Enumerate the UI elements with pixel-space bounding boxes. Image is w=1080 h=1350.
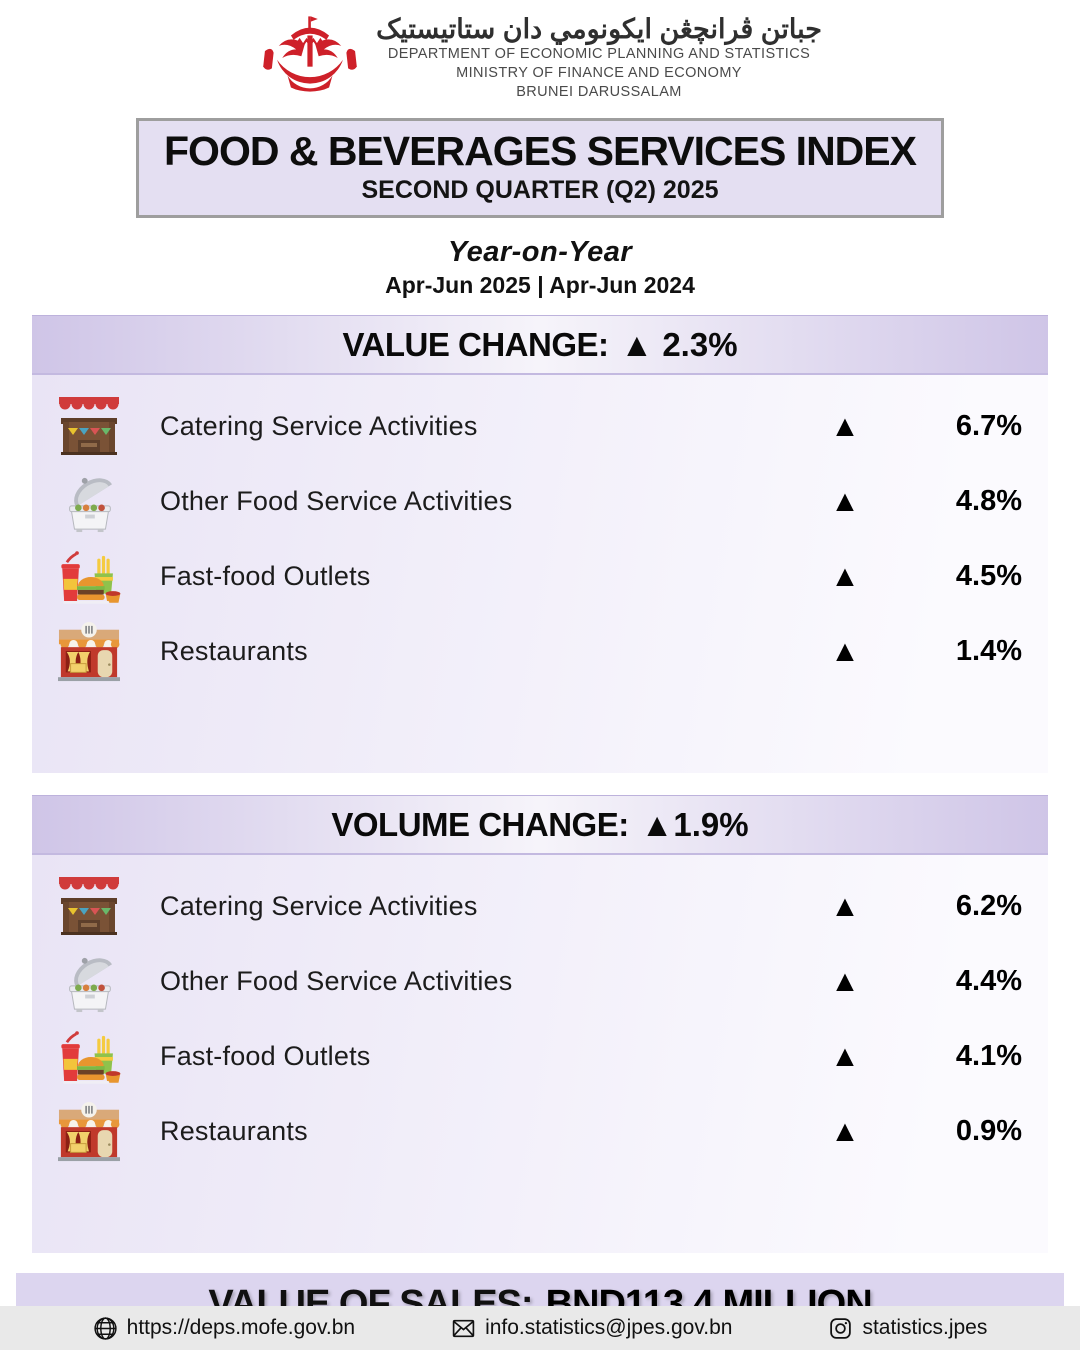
table-row: Catering Service Activities ▲ 6.2% <box>52 869 1022 944</box>
page-title: FOOD & BEVERAGES SERVICES INDEX <box>164 128 917 174</box>
category-label: Catering Service Activities <box>160 411 478 442</box>
fastfood-meal-icon <box>52 545 126 609</box>
table-row: Catering Service Activities ▲ 6.7% <box>52 389 1022 464</box>
value-change-header: VALUE CHANGE: ▲ 2.3% <box>32 315 1048 376</box>
category-label: Other Food Service Activities <box>160 486 513 517</box>
government-header: جباتن ڤرانچڠن ايكونومي دان ستاتيستيک DEP… <box>0 0 1080 104</box>
percent-value: 0.9% <box>955 1115 1022 1148</box>
percent-value: 4.5% <box>955 560 1022 593</box>
contact-footer: https://deps.mofe.gov.bn info.statistics… <box>0 1306 1080 1350</box>
category-label: Fast-food Outlets <box>160 561 371 592</box>
chafing-dish-icon <box>52 470 126 534</box>
catering-stall-icon <box>52 395 126 459</box>
chafing-dish-icon <box>52 950 126 1014</box>
percent-value: 6.2% <box>955 890 1022 923</box>
percent-value: 4.1% <box>955 1040 1022 1073</box>
percent-value: 4.4% <box>955 965 1022 998</box>
globe-icon <box>94 1316 117 1340</box>
category-label: Other Food Service Activities <box>160 966 513 997</box>
up-triangle-icon: ▲ <box>830 559 860 593</box>
table-row: Fast-food Outlets ▲ 4.1% <box>52 1019 1022 1094</box>
up-triangle-icon: ▲ <box>830 889 860 923</box>
value-change-heading: VALUE CHANGE: <box>342 325 609 363</box>
category-label: Fast-food Outlets <box>160 1041 371 1072</box>
value-change-body: Catering Service Activities ▲ 6.7% Other… <box>32 375 1048 774</box>
restaurant-storefront-icon <box>52 620 126 684</box>
restaurant-storefront-icon <box>52 1100 126 1164</box>
up-triangle-icon: ▲ <box>830 634 860 668</box>
fastfood-meal-icon <box>52 1025 126 1089</box>
up-triangle-icon: ▲ <box>830 484 860 518</box>
percent-value: 6.7% <box>955 410 1022 443</box>
volume-change-header: VOLUME CHANGE: ▲1.9% <box>32 795 1048 856</box>
instagram-handle: statistics.jpes <box>862 1316 988 1339</box>
category-label: Catering Service Activities <box>160 891 478 922</box>
up-triangle-icon: ▲ <box>830 409 860 443</box>
percent-value: 4.8% <box>955 485 1022 518</box>
volume-change-section: VOLUME CHANGE: ▲1.9% Catering Service Ac… <box>32 795 1048 1254</box>
instagram-link[interactable]: statistics.jpes <box>828 1316 987 1341</box>
table-row: Restaurants ▲ 0.9% <box>52 1094 1022 1169</box>
table-row: Restaurants ▲ 1.4% <box>52 614 1022 689</box>
table-row: Other Food Service Activities ▲ 4.8% <box>52 464 1022 539</box>
email-address: info.statistics@jpes.gov.bn <box>485 1316 733 1339</box>
website-url: https://deps.mofe.gov.bn <box>126 1316 356 1339</box>
period-block: Year-on-Year Apr-Jun 2025 | Apr-Jun 2024 <box>0 236 1080 299</box>
volume-change-body: Catering Service Activities ▲ 6.2% Other… <box>32 855 1048 1254</box>
category-label: Restaurants <box>160 636 308 667</box>
value-change-total: ▲ 2.3% <box>620 325 738 363</box>
category-label: Restaurants <box>160 1116 308 1147</box>
website-link[interactable]: https://deps.mofe.gov.bn <box>93 1316 355 1341</box>
up-triangle-icon: ▲ <box>830 964 860 998</box>
period-label: Year-on-Year <box>447 236 633 269</box>
title-box: FOOD & BEVERAGES SERVICES INDEX SECOND Q… <box>136 118 944 219</box>
department-name: DEPARTMENT OF ECONOMIC PLANNING AND STAT… <box>387 46 811 63</box>
up-triangle-icon: ▲ <box>830 1114 860 1148</box>
instagram-icon <box>830 1317 852 1339</box>
jawi-title: جباتن ڤرانچڠن ايكونومي دان ستاتيستيک <box>376 14 822 45</box>
brunei-crest-icon <box>263 16 357 92</box>
catering-stall-icon <box>52 875 126 939</box>
page-subtitle: SECOND QUARTER (Q2) 2025 <box>361 176 719 205</box>
table-row: Fast-food Outlets ▲ 4.5% <box>52 539 1022 614</box>
table-row: Other Food Service Activities ▲ 4.4% <box>52 944 1022 1019</box>
country-name: BRUNEI DARUSSALAM <box>516 83 682 100</box>
envelope-icon <box>452 1319 475 1337</box>
percent-value: 1.4% <box>955 635 1022 668</box>
volume-change-total: ▲1.9% <box>640 805 749 843</box>
volume-change-heading: VOLUME CHANGE: <box>331 805 629 843</box>
period-range: Apr-Jun 2025 | Apr-Jun 2024 <box>385 272 695 299</box>
up-triangle-icon: ▲ <box>830 1039 860 1073</box>
value-change-section: VALUE CHANGE: ▲ 2.3% Catering Service Ac… <box>32 315 1048 774</box>
ministry-name: MINISTRY OF FINANCE AND ECONOMY <box>456 65 742 82</box>
email-link[interactable]: info.statistics@jpes.gov.bn <box>451 1316 732 1341</box>
